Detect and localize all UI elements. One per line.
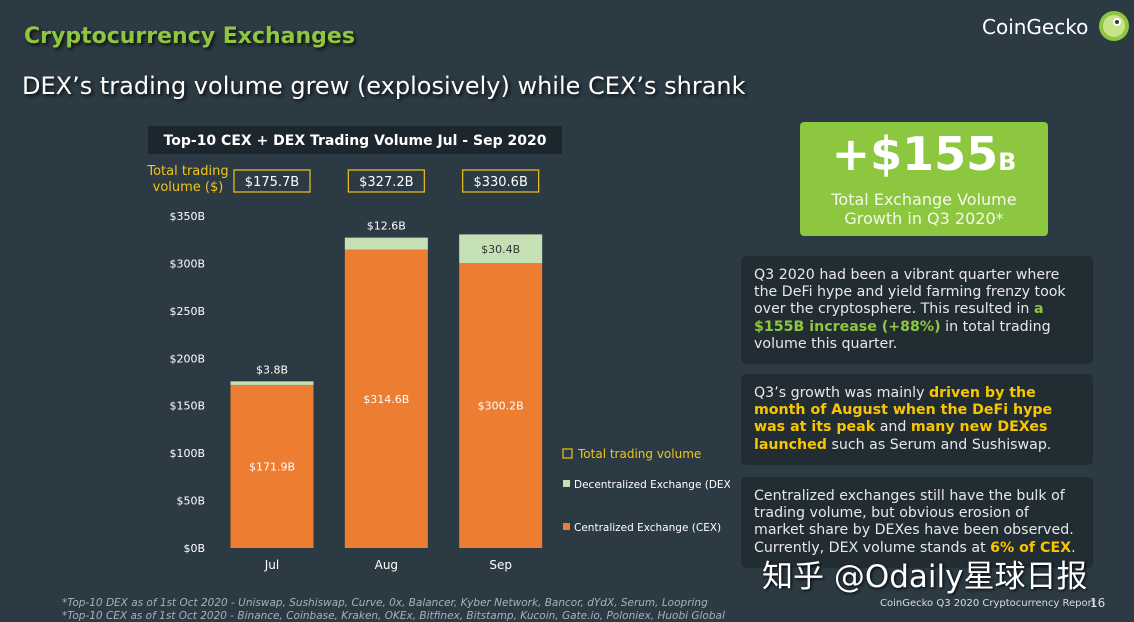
data-label: $300.2B <box>478 400 524 413</box>
chart-title: Top-10 CEX + DEX Trading Volume Jul - Se… <box>164 133 547 149</box>
total-box <box>462 169 540 193</box>
y-tick-label: $0B <box>183 542 205 555</box>
data-label: $314.6B <box>363 393 409 406</box>
logo <box>1099 11 1129 41</box>
total-box <box>347 169 425 193</box>
bar-segment <box>459 263 543 548</box>
legend-swatch <box>563 480 570 487</box>
text-segment: 6% of CEX <box>990 539 1072 556</box>
y-tick-label: $150B <box>169 400 205 413</box>
footnote: *Top-10 DEX as of 1st Oct 2020 - Uniswap… <box>62 597 708 609</box>
footer: CoinGecko Q3 2020 Cryptocurrency Report <box>880 598 1096 609</box>
text-segment: Centralized exchanges still have the bul… <box>754 488 1074 556</box>
headline: DEX’s trading volume grew (explosively) … <box>22 72 746 100</box>
legend-label: Centralized Exchange (CEX) <box>574 522 721 534</box>
total-label: $327.2B <box>359 175 413 190</box>
y-tick-label: $200B <box>169 352 205 365</box>
text-box: Q3 2020 had been a vibrant quarter where… <box>741 256 1093 365</box>
bar-segment <box>459 234 543 264</box>
text-segment: a $155B increase (+88%) <box>754 301 1044 335</box>
y-tick-label: $100B <box>169 447 205 460</box>
data-label: $30.4B <box>481 243 520 256</box>
y-tick-label: $250B <box>169 305 205 318</box>
x-tick-label: Aug <box>375 558 398 572</box>
text-segment: driven by the month of August when the D… <box>754 385 1053 436</box>
text-segment: Q3’s growth was mainly <box>754 385 929 401</box>
y-tick-label: $300B <box>169 257 205 270</box>
x-tick-label: Jul <box>264 558 279 572</box>
total-label: $175.7B <box>245 175 299 190</box>
text-box: Centralized exchanges still have the bul… <box>741 477 1093 568</box>
total-label: $330.6B <box>473 175 527 190</box>
y-tick-label: $50B <box>176 495 205 508</box>
section-title: Cryptocurrency Exchanges <box>24 24 355 49</box>
legend-label: Total trading volume <box>577 447 701 461</box>
footnote: *Top-10 CEX as of 1st Oct 2020 - Binance… <box>62 610 725 622</box>
text-segment: . <box>1071 539 1076 556</box>
stat-value: +$155 <box>831 127 999 181</box>
data-label: $12.6B <box>367 220 406 233</box>
text-segment: in total trading volume this quarter. <box>754 318 1051 352</box>
bar-segment <box>230 384 314 548</box>
stat-box: +$155B Total Exchange Volume Growth in Q… <box>800 122 1048 236</box>
total-box <box>233 169 311 193</box>
text-segment: such as Serum and Sushiswap. <box>826 436 1052 453</box>
chart-title-box <box>148 126 562 154</box>
bar-segment <box>230 381 314 385</box>
legend-label: Decentralized Exchange (DEX) <box>574 479 730 491</box>
text-segment: many new DEXes launched <box>754 419 1048 453</box>
text-segment: Q3 2020 had been a vibrant quarter where… <box>754 267 1066 318</box>
bar-segment <box>344 237 428 250</box>
data-label: $171.9B <box>249 460 295 473</box>
y-tick-label: $350B <box>169 210 205 223</box>
page-number: 16 <box>1090 596 1106 610</box>
x-tick-label: Sep <box>489 558 512 572</box>
stat-unit: B <box>998 148 1017 176</box>
totals-label: Total trading volume ($) <box>147 164 229 195</box>
chart: Top-10 CEX + DEX Trading Volume Jul - Se… <box>148 126 730 572</box>
text-segment: and <box>875 419 911 436</box>
stat-caption: Total Exchange Volume Growth in Q3 2020* <box>831 190 1017 228</box>
watermark: 知乎 @Odaily星球日报 <box>762 559 1088 595</box>
brand: CoinGecko <box>982 15 1089 39</box>
text-box: Q3’s growth was mainly driven by the mon… <box>741 374 1093 465</box>
legend-swatch <box>563 523 570 530</box>
bar-segment <box>344 249 428 549</box>
data-label: $3.8B <box>256 363 288 376</box>
legend-swatch <box>562 448 573 459</box>
